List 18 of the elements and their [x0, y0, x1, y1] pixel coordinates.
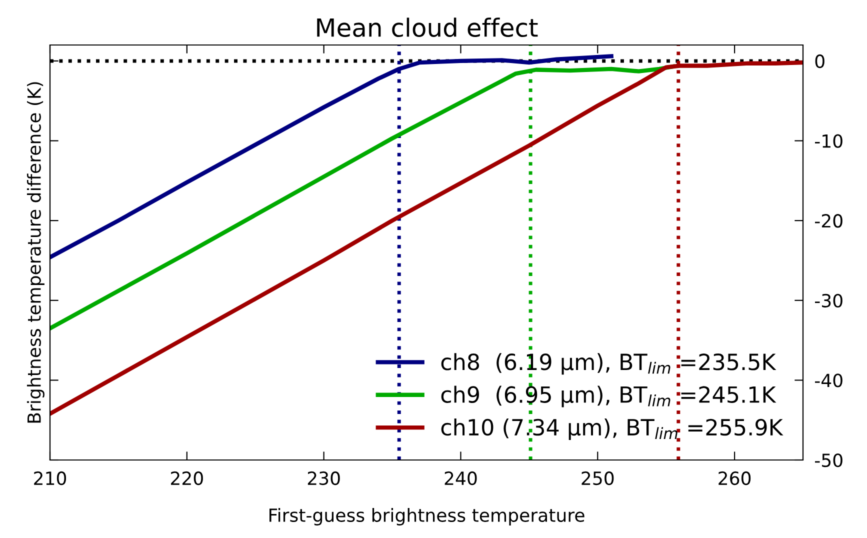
- x-tick-label: 220: [171, 471, 203, 486]
- y-tick-label: -20: [814, 214, 842, 228]
- y-tick-label: -50: [814, 453, 842, 468]
- legend-label: ch10 (7.34 µm), BT$_{lim}$ =255.9K: [441, 418, 784, 440]
- x-tick-label: 240: [444, 471, 477, 486]
- chart-title: Mean cloud effect: [317, 18, 538, 38]
- x-tick-label: 250: [582, 471, 614, 486]
- y-tick-label: -40: [814, 374, 842, 388]
- x-tick-label: 230: [308, 471, 340, 486]
- y-tick-label: 0: [815, 54, 824, 68]
- x-axis-title: First-guess brightness temperature: [270, 508, 584, 526]
- x-tick-label: 210: [34, 471, 66, 486]
- legend-label: ch8 (6.19 µm), BT$_{lim}$ =235.5K: [441, 353, 776, 375]
- legend-label: ch9 (6.95 µm), BT$_{lim}$ =245.1K: [441, 386, 776, 408]
- y-tick-label: -30: [814, 294, 842, 308]
- y-tick-label: -10: [814, 134, 842, 148]
- x-tick-label: 260: [718, 471, 751, 486]
- y-axis-title: Brightness temperature difference (K): [26, 82, 44, 423]
